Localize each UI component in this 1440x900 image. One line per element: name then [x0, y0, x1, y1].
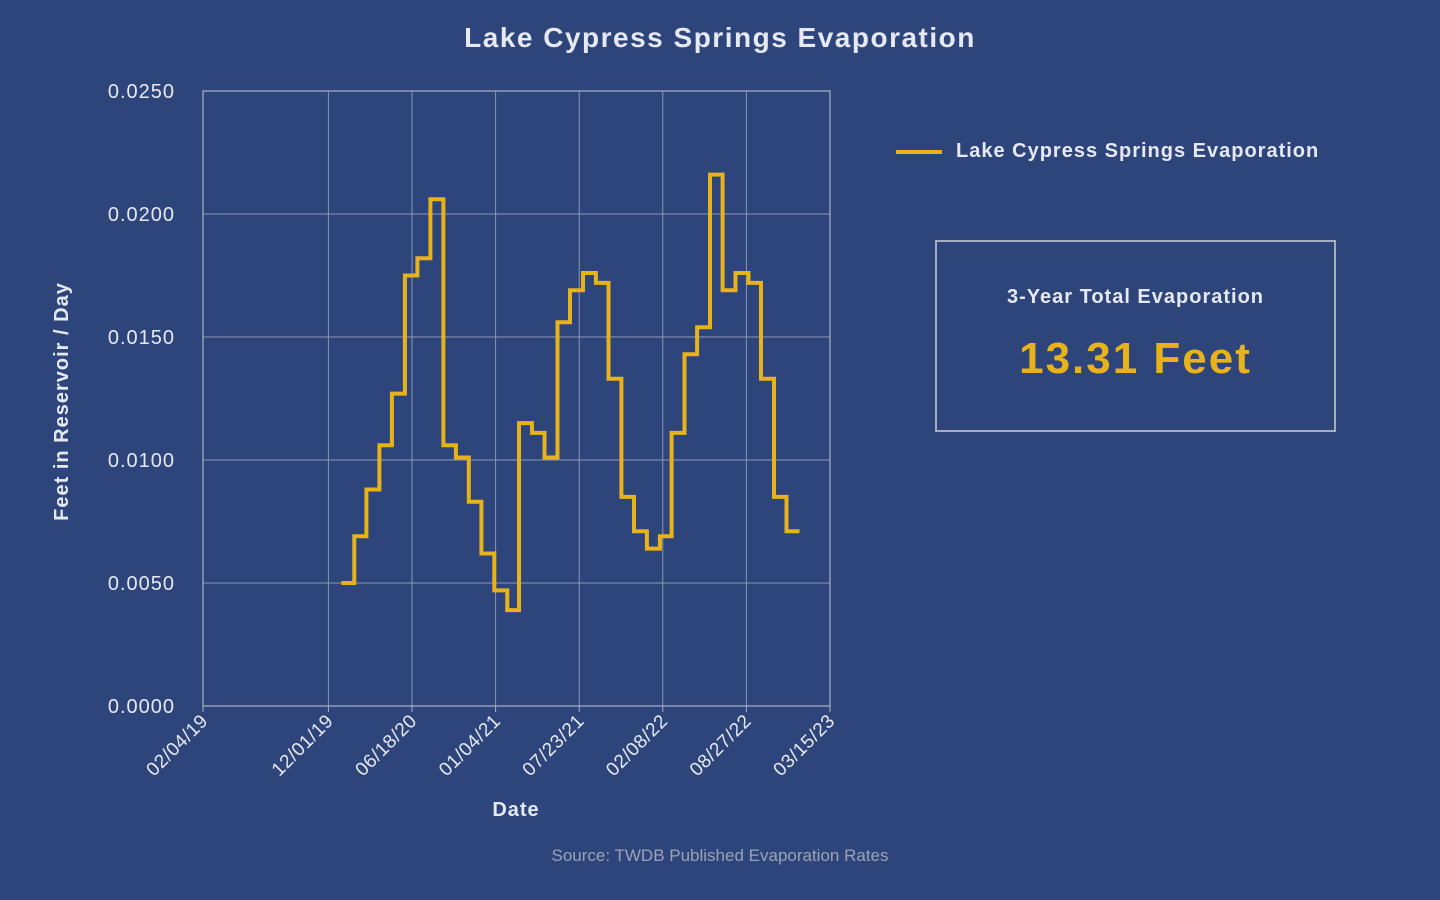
data-point — [638, 529, 642, 533]
data-point — [753, 281, 757, 285]
data-point — [587, 271, 591, 275]
x-tick-label: 06/18/20 — [352, 711, 422, 781]
data-point — [486, 552, 490, 556]
x-tick-label: 12/01/19 — [268, 711, 338, 781]
y-tick-label: 0.0000 — [108, 696, 175, 718]
total-evaporation-label: 3-Year Total Evaporation — [1006, 286, 1265, 308]
data-point — [626, 495, 630, 499]
y-tick-label: 0.0100 — [108, 450, 175, 472]
y-tick-label: 0.0050 — [108, 573, 175, 595]
data-point — [664, 534, 668, 538]
total-evaporation-value: 13.31 Feet — [1019, 334, 1252, 383]
data-point — [766, 377, 770, 381]
data-point — [562, 320, 566, 324]
y-tick-label: 0.0200 — [108, 204, 175, 226]
data-point — [740, 271, 744, 275]
data-point — [358, 534, 362, 538]
data-point — [460, 456, 464, 460]
data-point — [676, 431, 680, 435]
series-line — [341, 172, 800, 613]
data-point — [384, 443, 388, 447]
data-point — [511, 608, 515, 612]
data-point — [791, 529, 795, 533]
y-tick-label: 0.0150 — [108, 327, 175, 349]
data-point — [549, 456, 553, 460]
data-point — [600, 281, 604, 285]
data-point — [346, 581, 350, 585]
data-point — [371, 488, 375, 492]
data-point — [613, 377, 617, 381]
data-point — [727, 288, 731, 292]
data-point — [651, 547, 655, 551]
x-tick-label: 02/08/22 — [602, 711, 672, 781]
data-point — [409, 274, 413, 278]
x-tick-label: 02/04/19 — [143, 711, 213, 781]
x-axis-title: Date — [492, 799, 539, 821]
data-point — [499, 588, 503, 592]
y-tick-label: 0.0250 — [108, 81, 175, 103]
chart-title: Lake Cypress Springs Evaporation — [464, 22, 976, 53]
legend-swatch — [896, 149, 942, 154]
data-point — [422, 256, 426, 260]
data-point — [435, 197, 439, 201]
legend: Lake Cypress Springs Evaporation — [896, 140, 1319, 163]
data-point — [473, 500, 477, 504]
x-tick-label: 07/23/21 — [519, 711, 589, 781]
x-tick-label: 01/04/21 — [435, 711, 505, 781]
data-point — [702, 325, 706, 329]
data-point — [714, 173, 718, 177]
x-tick-label: 08/27/22 — [686, 711, 756, 781]
data-point — [575, 288, 579, 292]
plot-border — [202, 90, 831, 707]
y-axis-title: Feet in Reservoir / Day — [51, 282, 73, 521]
x-tick-label: 03/15/23 — [770, 711, 840, 781]
data-point — [536, 431, 540, 435]
data-point — [448, 443, 452, 447]
data-point — [689, 352, 693, 356]
source-note: Source: TWDB Published Evaporation Rates — [551, 846, 889, 865]
total-evaporation-box: 3-Year Total Evaporation 13.31 Feet — [935, 240, 1336, 432]
data-point — [524, 421, 528, 425]
legend-label: Lake Cypress Springs Evaporation — [956, 140, 1320, 162]
data-point — [396, 392, 400, 396]
data-point — [778, 495, 782, 499]
